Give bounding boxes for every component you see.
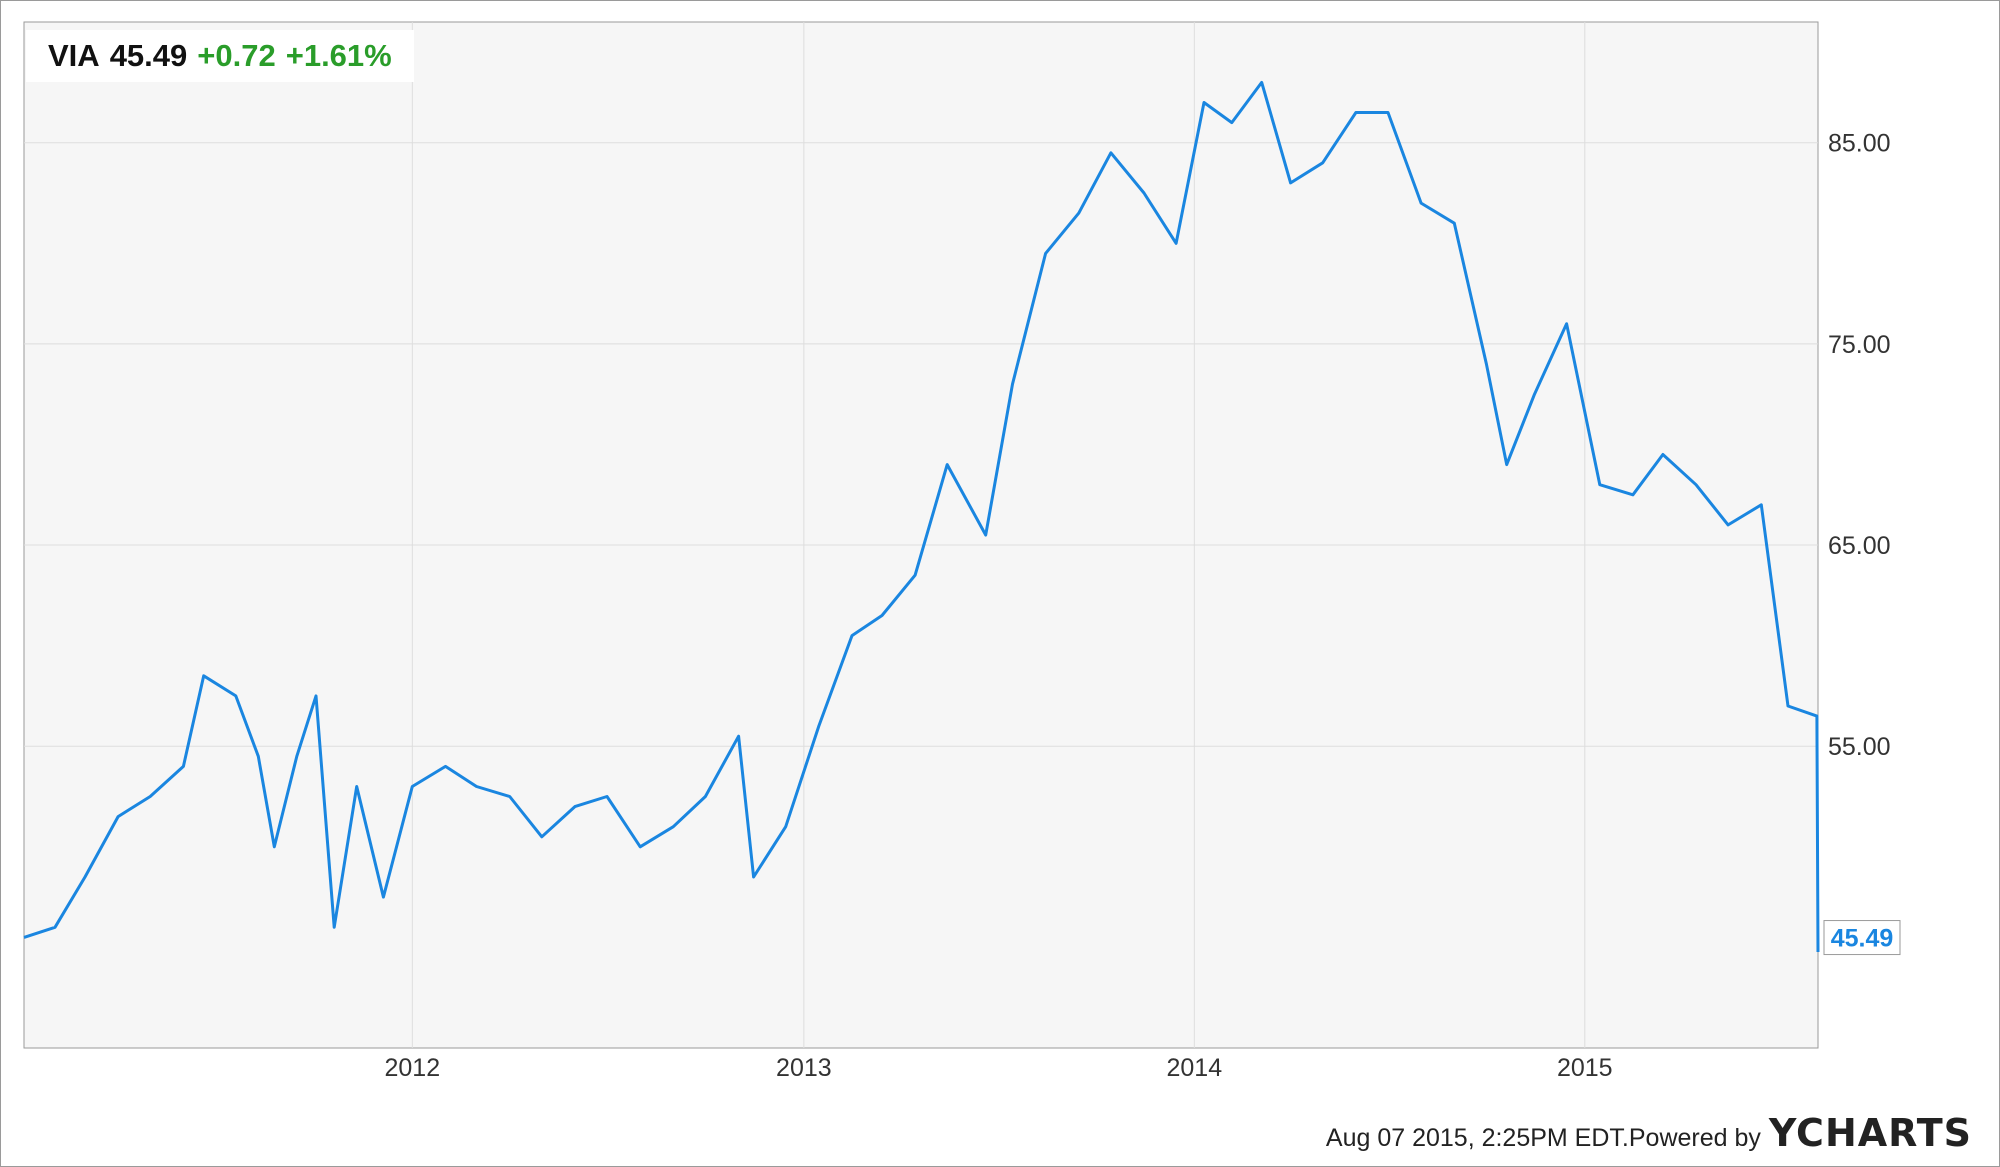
x-tick-label: 2014 bbox=[1167, 1054, 1223, 1082]
x-tick-label: 2013 bbox=[776, 1054, 832, 1082]
ticker-summary: VIA 45.49 +0.72 +1.61% bbox=[26, 30, 414, 82]
series-layer bbox=[23, 80, 1820, 953]
x-tick-label: 2012 bbox=[385, 1054, 441, 1082]
last-value-text: 45.49 bbox=[1831, 925, 1894, 953]
x-axis: 2012 2013 2014 2015 bbox=[385, 1054, 1613, 1082]
ycharts-logo[interactable]: YCHARTS bbox=[1768, 1111, 1972, 1155]
last-value-label: 45.49 bbox=[1823, 920, 1901, 956]
x-tick-label: 2015 bbox=[1557, 1054, 1613, 1082]
series-line-via bbox=[23, 80, 1820, 953]
ticker-symbol: VIA bbox=[48, 38, 100, 73]
y-axis: 55.00 65.00 75.00 85.00 bbox=[1828, 130, 1891, 762]
timestamp: Aug 07 2015, 2:25PM EDT. bbox=[1325, 1124, 1629, 1152]
gridlines bbox=[24, 22, 1818, 1048]
y-tick-label: 85.00 bbox=[1828, 130, 1891, 158]
powered-by-label: Powered by bbox=[1628, 1124, 1761, 1152]
ticker-price: 45.49 bbox=[109, 38, 188, 73]
plot-area bbox=[23, 21, 1819, 1049]
footer: Aug 07 2015, 2:25PM EDT. Powered by YCHA… bbox=[1326, 1111, 1972, 1155]
last-value-box bbox=[1823, 920, 1901, 956]
y-tick-label: 55.00 bbox=[1828, 733, 1891, 761]
ticker-change: +0.72 bbox=[197, 38, 276, 73]
y-tick-label: 75.00 bbox=[1828, 331, 1891, 359]
ticker-change-percent: +1.61% bbox=[285, 38, 392, 73]
y-tick-label: 65.00 bbox=[1828, 532, 1891, 560]
